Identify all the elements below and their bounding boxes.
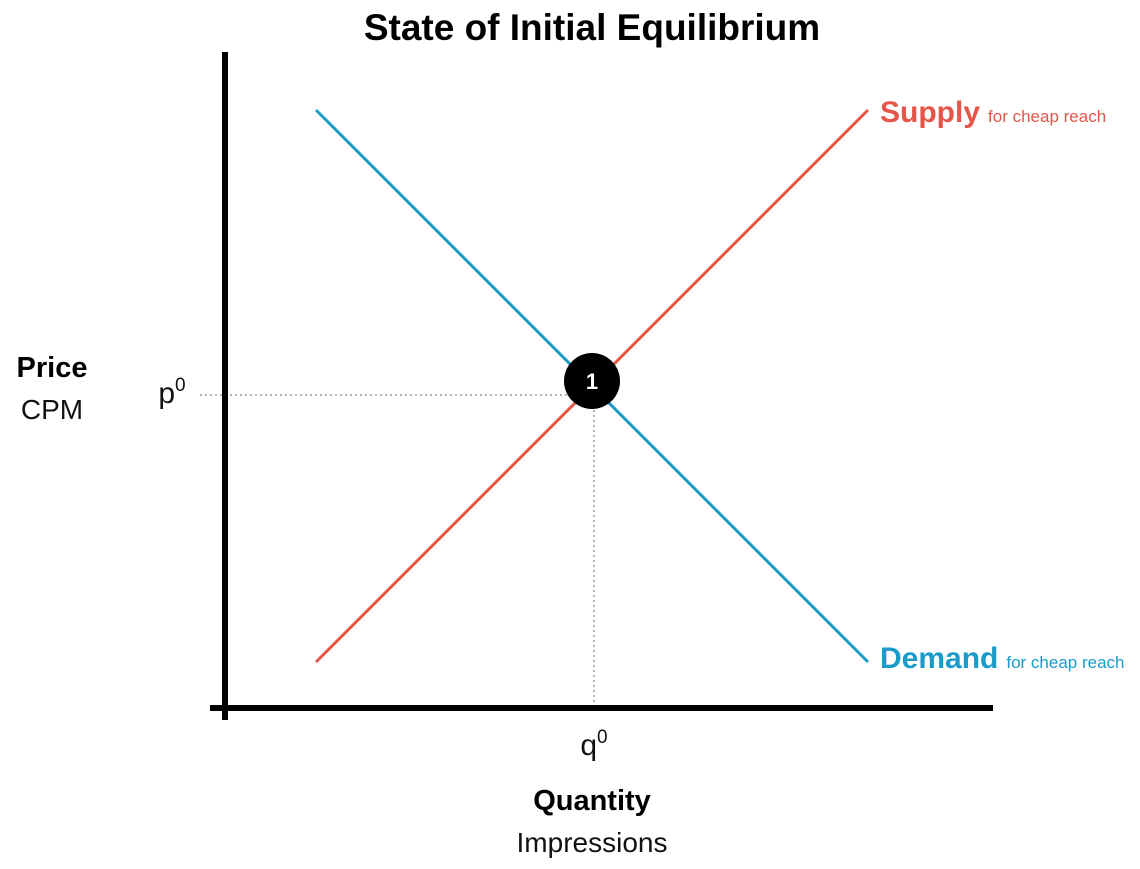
x-axis-subtitle: Impressions: [517, 827, 668, 858]
x-axis-title: Quantity: [533, 785, 651, 817]
quantity-tick-superscript: 0: [597, 727, 608, 748]
diagram-title: State of Initial Equilibrium: [364, 7, 820, 48]
supply-name: Supply: [880, 96, 980, 129]
demand-curve-label: Demand for cheap reach: [880, 642, 1125, 675]
supply-qualifier: for cheap reach: [988, 107, 1106, 126]
y-axis-subtitle: CPM: [21, 394, 83, 425]
price-tick-superscript: 0: [175, 375, 186, 396]
price-tick-base: p: [158, 377, 175, 410]
supply-curve-label: Supply for cheap reach: [880, 96, 1106, 129]
y-axis-title: Price: [17, 352, 88, 384]
quantity-tick-label: q0: [580, 727, 607, 762]
equilibrium-marker: [564, 353, 620, 409]
price-tick-label: p0: [158, 375, 185, 410]
demand-name: Demand: [880, 642, 998, 675]
demand-qualifier: for cheap reach: [1006, 653, 1124, 672]
quantity-tick-base: q: [580, 729, 597, 762]
equilibrium-label: 1: [586, 369, 598, 394]
